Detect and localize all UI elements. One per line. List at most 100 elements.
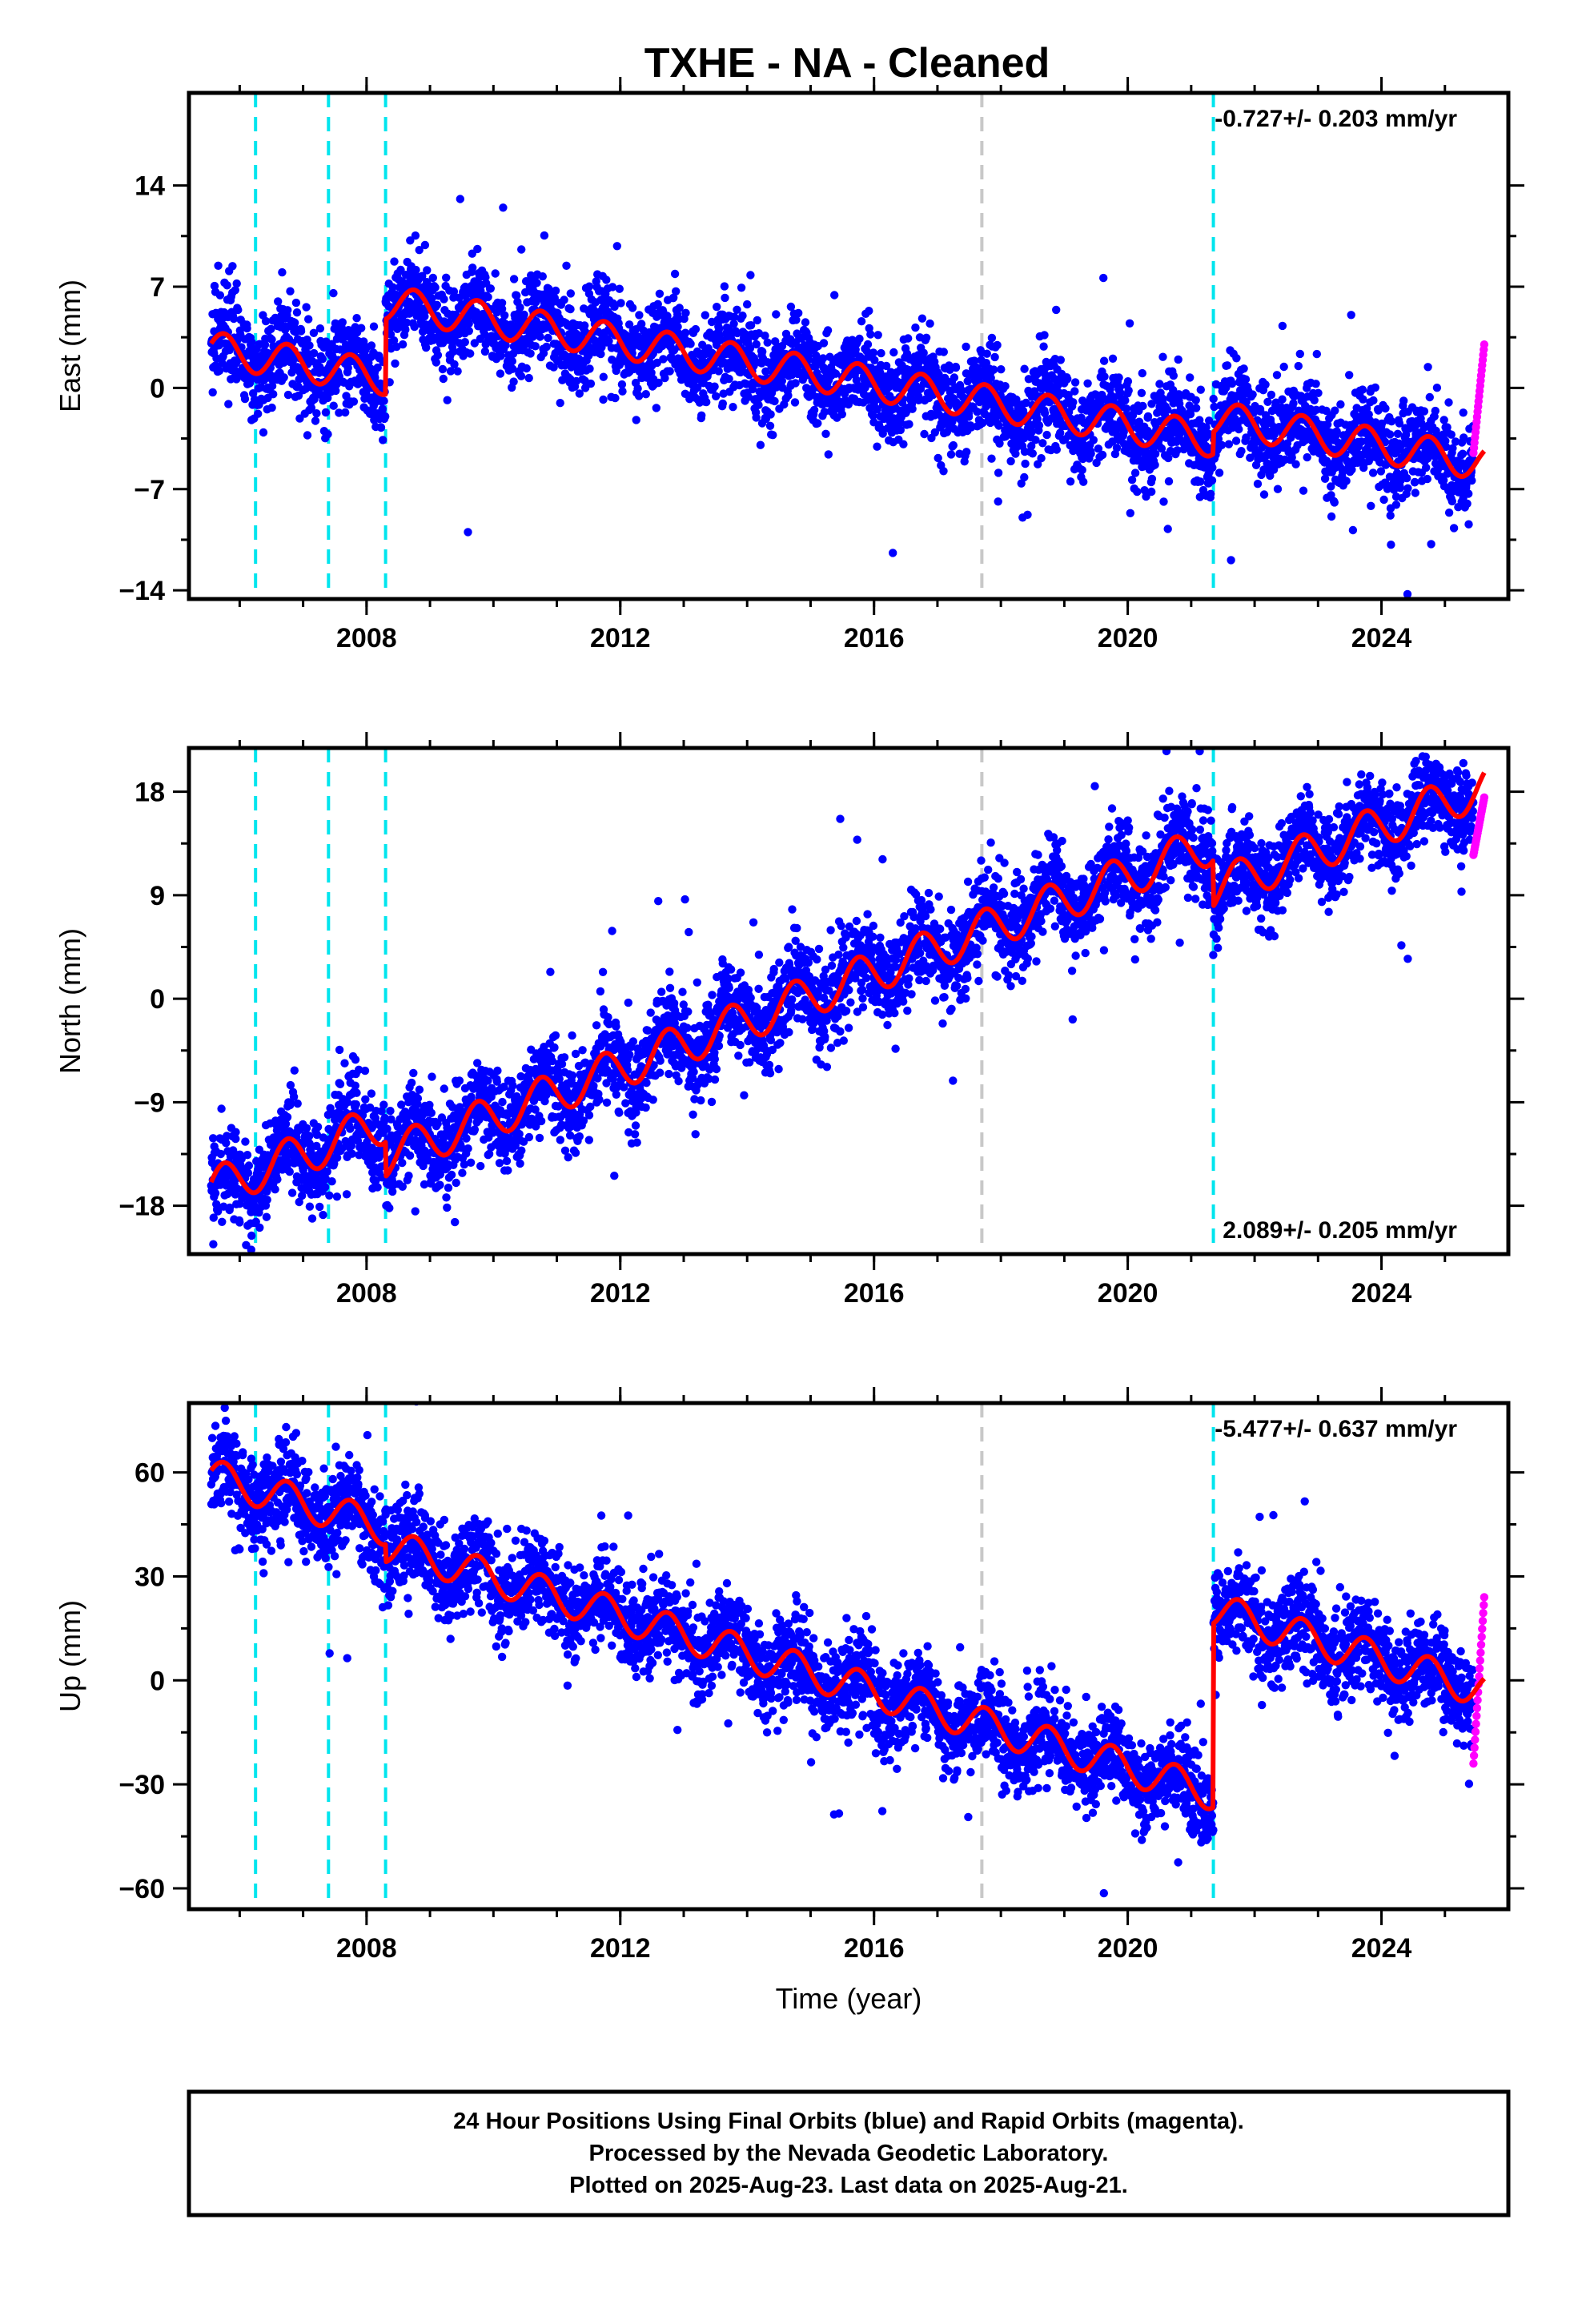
observation-point bbox=[480, 330, 489, 339]
observation-point bbox=[1239, 364, 1248, 373]
observation-point bbox=[285, 1168, 294, 1176]
observation-point bbox=[1122, 404, 1131, 413]
observation-point bbox=[373, 363, 382, 372]
observation-point bbox=[1098, 450, 1107, 460]
observation-point bbox=[813, 419, 822, 428]
observation-point bbox=[224, 400, 233, 408]
observation-point bbox=[602, 275, 611, 284]
observation-point bbox=[990, 365, 998, 374]
observation-point bbox=[1034, 421, 1044, 430]
observation-point bbox=[716, 336, 725, 344]
observation-point bbox=[524, 373, 533, 383]
observation-point bbox=[549, 363, 558, 372]
observation-point bbox=[522, 364, 531, 373]
observation-point bbox=[618, 387, 627, 396]
observation-point bbox=[889, 549, 897, 557]
observation-point bbox=[305, 341, 314, 350]
observation-point bbox=[329, 401, 338, 410]
observation-point bbox=[263, 348, 272, 357]
observation-point bbox=[398, 1158, 407, 1168]
observation-point bbox=[752, 340, 761, 349]
observation-point bbox=[448, 347, 458, 356]
observation-point bbox=[473, 244, 482, 254]
observation-point bbox=[746, 321, 756, 330]
observation-point bbox=[315, 324, 325, 333]
observation-point bbox=[987, 333, 997, 343]
observation-point bbox=[378, 404, 387, 413]
observation-point bbox=[1186, 373, 1195, 382]
observation-point bbox=[243, 1151, 252, 1160]
observation-point bbox=[456, 195, 464, 203]
observation-point bbox=[1403, 473, 1411, 483]
observation-point bbox=[208, 388, 217, 397]
observation-point bbox=[686, 340, 695, 348]
observation-point bbox=[460, 338, 469, 347]
observation-point bbox=[415, 246, 424, 255]
observation-point bbox=[766, 410, 775, 419]
observation-point bbox=[540, 231, 549, 240]
observation-point bbox=[259, 428, 268, 437]
observation-point bbox=[254, 409, 263, 418]
observation-point bbox=[770, 396, 779, 406]
observation-point bbox=[484, 292, 492, 302]
observation-point bbox=[721, 293, 729, 303]
observation-point bbox=[691, 324, 701, 334]
observation-point bbox=[481, 273, 490, 282]
observation-point bbox=[661, 373, 669, 383]
observation-point bbox=[920, 429, 929, 439]
observation-point bbox=[1001, 382, 1010, 391]
observation-point bbox=[1227, 556, 1235, 565]
observation-point bbox=[307, 404, 316, 412]
observation-point bbox=[624, 320, 634, 329]
observation-point bbox=[1294, 361, 1303, 371]
observation-point bbox=[544, 333, 552, 343]
observation-point bbox=[675, 304, 684, 312]
observation-point bbox=[232, 279, 241, 288]
observation-point bbox=[585, 364, 594, 373]
observation-point bbox=[889, 348, 898, 357]
observation-point bbox=[331, 386, 340, 396]
observation-point bbox=[318, 355, 327, 364]
observation-point bbox=[641, 390, 650, 399]
observation-point bbox=[340, 1059, 349, 1068]
observation-point bbox=[1089, 436, 1098, 444]
observation-point bbox=[1387, 541, 1395, 549]
observation-point bbox=[752, 413, 761, 422]
observation-point bbox=[758, 347, 767, 356]
observation-point bbox=[772, 383, 781, 392]
observation-point bbox=[369, 322, 379, 331]
observation-point bbox=[697, 411, 706, 420]
observation-point bbox=[1425, 392, 1435, 402]
observation-point bbox=[647, 368, 656, 377]
observation-point bbox=[556, 399, 564, 408]
observation-point bbox=[509, 275, 519, 283]
observation-point bbox=[293, 1099, 302, 1108]
observation-point bbox=[669, 293, 678, 302]
observation-point bbox=[422, 343, 431, 352]
observation-point bbox=[873, 442, 881, 451]
observation-point bbox=[428, 273, 437, 283]
observation-point bbox=[234, 305, 243, 315]
observation-point bbox=[517, 245, 526, 254]
observation-point bbox=[1279, 362, 1288, 372]
observation-point bbox=[497, 299, 507, 308]
observation-point bbox=[269, 390, 278, 399]
observation-point bbox=[496, 352, 505, 360]
observation-point bbox=[797, 334, 806, 343]
observation-point bbox=[361, 1095, 370, 1104]
observation-point bbox=[831, 369, 841, 378]
observation-point bbox=[1345, 371, 1354, 380]
observation-point bbox=[433, 351, 443, 360]
observation-point bbox=[538, 272, 547, 281]
observation-point bbox=[468, 263, 477, 272]
observation-point bbox=[263, 1196, 271, 1204]
observation-point bbox=[311, 416, 320, 425]
observation-point bbox=[343, 364, 352, 372]
observation-point bbox=[388, 283, 397, 292]
observation-point bbox=[1215, 468, 1224, 477]
observation-point bbox=[1231, 436, 1241, 445]
observation-point bbox=[1186, 410, 1195, 419]
observation-point bbox=[241, 1137, 250, 1146]
observation-point bbox=[531, 342, 540, 351]
